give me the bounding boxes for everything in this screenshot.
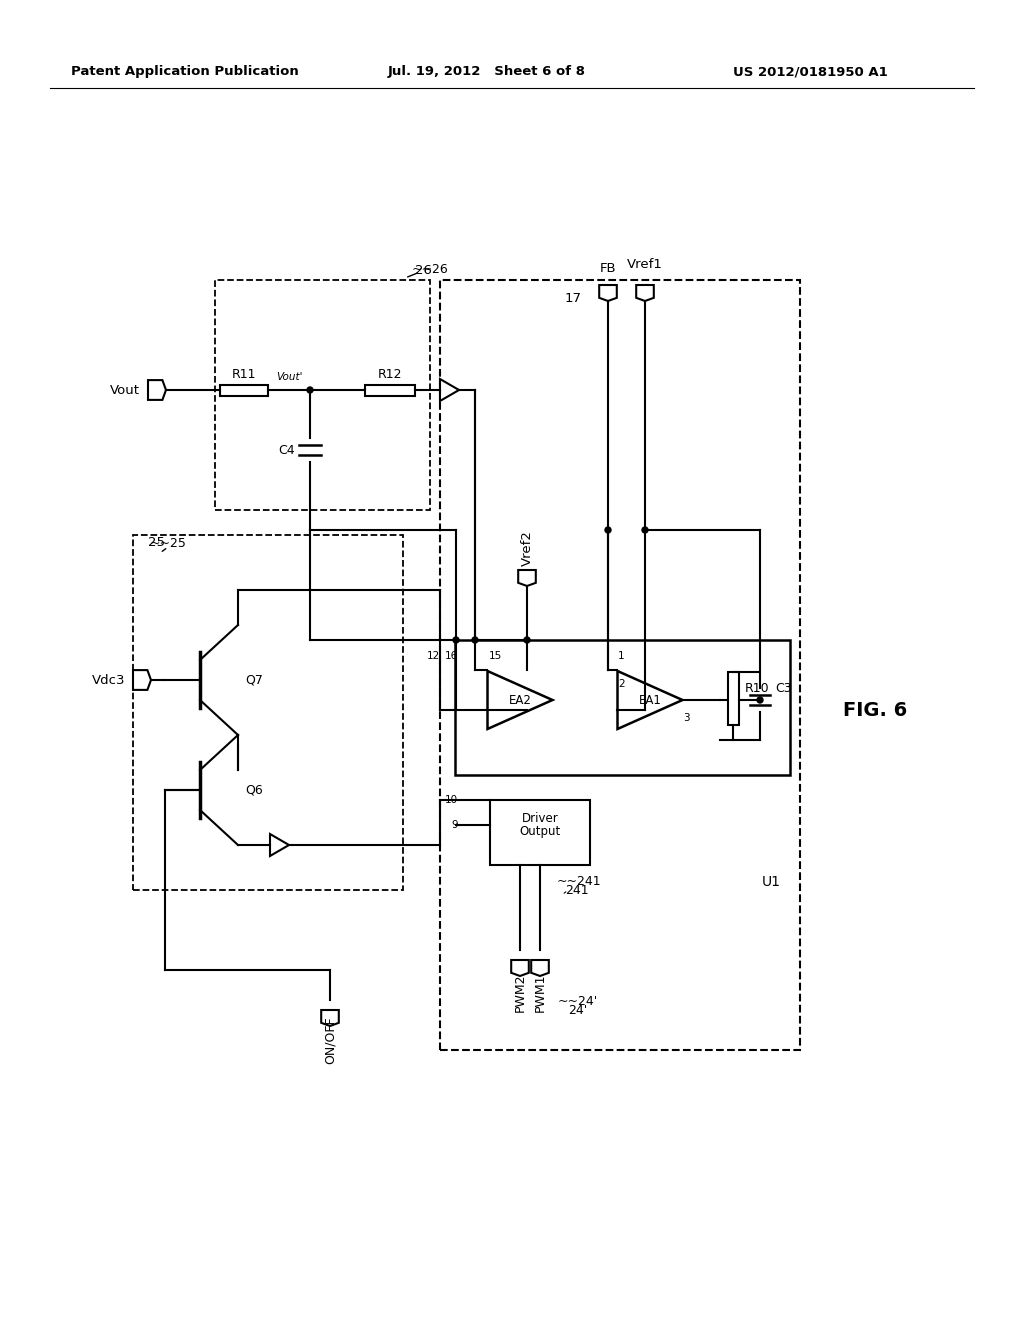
Circle shape — [453, 638, 459, 643]
Polygon shape — [617, 671, 683, 729]
Text: FIG. 6: FIG. 6 — [843, 701, 907, 719]
Text: 1: 1 — [618, 651, 625, 661]
Text: Driver: Driver — [521, 812, 558, 825]
Text: 3: 3 — [683, 713, 689, 723]
Polygon shape — [440, 379, 459, 401]
Text: C4: C4 — [279, 444, 295, 457]
Text: U1: U1 — [762, 875, 781, 888]
Bar — [455, 640, 790, 775]
Text: 25: 25 — [148, 536, 165, 549]
Polygon shape — [487, 671, 553, 729]
Text: Vout': Vout' — [275, 372, 302, 381]
Text: R11: R11 — [231, 368, 256, 381]
Circle shape — [307, 387, 313, 393]
Text: 24': 24' — [568, 1003, 587, 1016]
Text: ~~25: ~~25 — [150, 537, 186, 550]
Circle shape — [524, 638, 530, 643]
Text: Vref2: Vref2 — [520, 531, 534, 566]
Polygon shape — [133, 671, 151, 690]
Text: Q6: Q6 — [245, 784, 263, 796]
Bar — [727, 672, 738, 725]
Text: 241: 241 — [565, 883, 589, 896]
Text: 9: 9 — [452, 820, 458, 830]
Text: Output: Output — [519, 825, 560, 838]
Bar — [215, 280, 430, 510]
Text: Q7: Q7 — [245, 673, 263, 686]
Bar — [440, 280, 800, 1049]
Text: 16: 16 — [444, 651, 458, 661]
Text: Vout: Vout — [110, 384, 140, 396]
Text: 12: 12 — [427, 651, 440, 661]
Text: R10: R10 — [745, 681, 770, 694]
Polygon shape — [322, 1010, 339, 1026]
Bar — [220, 384, 268, 396]
Polygon shape — [636, 285, 653, 301]
Polygon shape — [599, 285, 616, 301]
Text: ~~26: ~~26 — [412, 263, 449, 276]
Text: ~~24': ~~24' — [558, 995, 598, 1008]
Circle shape — [642, 527, 648, 533]
Text: EA1: EA1 — [639, 693, 662, 706]
Text: 10: 10 — [444, 795, 458, 805]
Text: 26: 26 — [415, 264, 432, 276]
Polygon shape — [511, 960, 528, 975]
Text: C3: C3 — [775, 681, 792, 694]
Text: US 2012/0181950 A1: US 2012/0181950 A1 — [732, 66, 888, 78]
Text: 17: 17 — [565, 292, 582, 305]
Circle shape — [472, 638, 478, 643]
Text: Jul. 19, 2012   Sheet 6 of 8: Jul. 19, 2012 Sheet 6 of 8 — [388, 66, 586, 78]
Bar — [490, 800, 590, 865]
Text: 2: 2 — [618, 678, 625, 689]
Text: R12: R12 — [378, 368, 402, 381]
Circle shape — [757, 697, 763, 704]
Text: ~~241: ~~241 — [557, 875, 602, 888]
Polygon shape — [270, 834, 289, 855]
Circle shape — [605, 527, 611, 533]
Text: 15: 15 — [489, 651, 502, 661]
Polygon shape — [518, 570, 536, 586]
Text: PWM2: PWM2 — [513, 974, 526, 1012]
Polygon shape — [148, 380, 166, 400]
Text: FB: FB — [600, 261, 616, 275]
Text: ON/OFF: ON/OFF — [324, 1016, 337, 1064]
Bar — [133, 535, 403, 890]
Bar — [365, 384, 415, 396]
Text: EA2: EA2 — [509, 693, 531, 706]
Text: Vref1: Vref1 — [627, 259, 663, 272]
Text: Patent Application Publication: Patent Application Publication — [71, 66, 299, 78]
Polygon shape — [531, 960, 549, 975]
Text: PWM1: PWM1 — [534, 974, 547, 1012]
Text: Vdc3: Vdc3 — [91, 673, 125, 686]
